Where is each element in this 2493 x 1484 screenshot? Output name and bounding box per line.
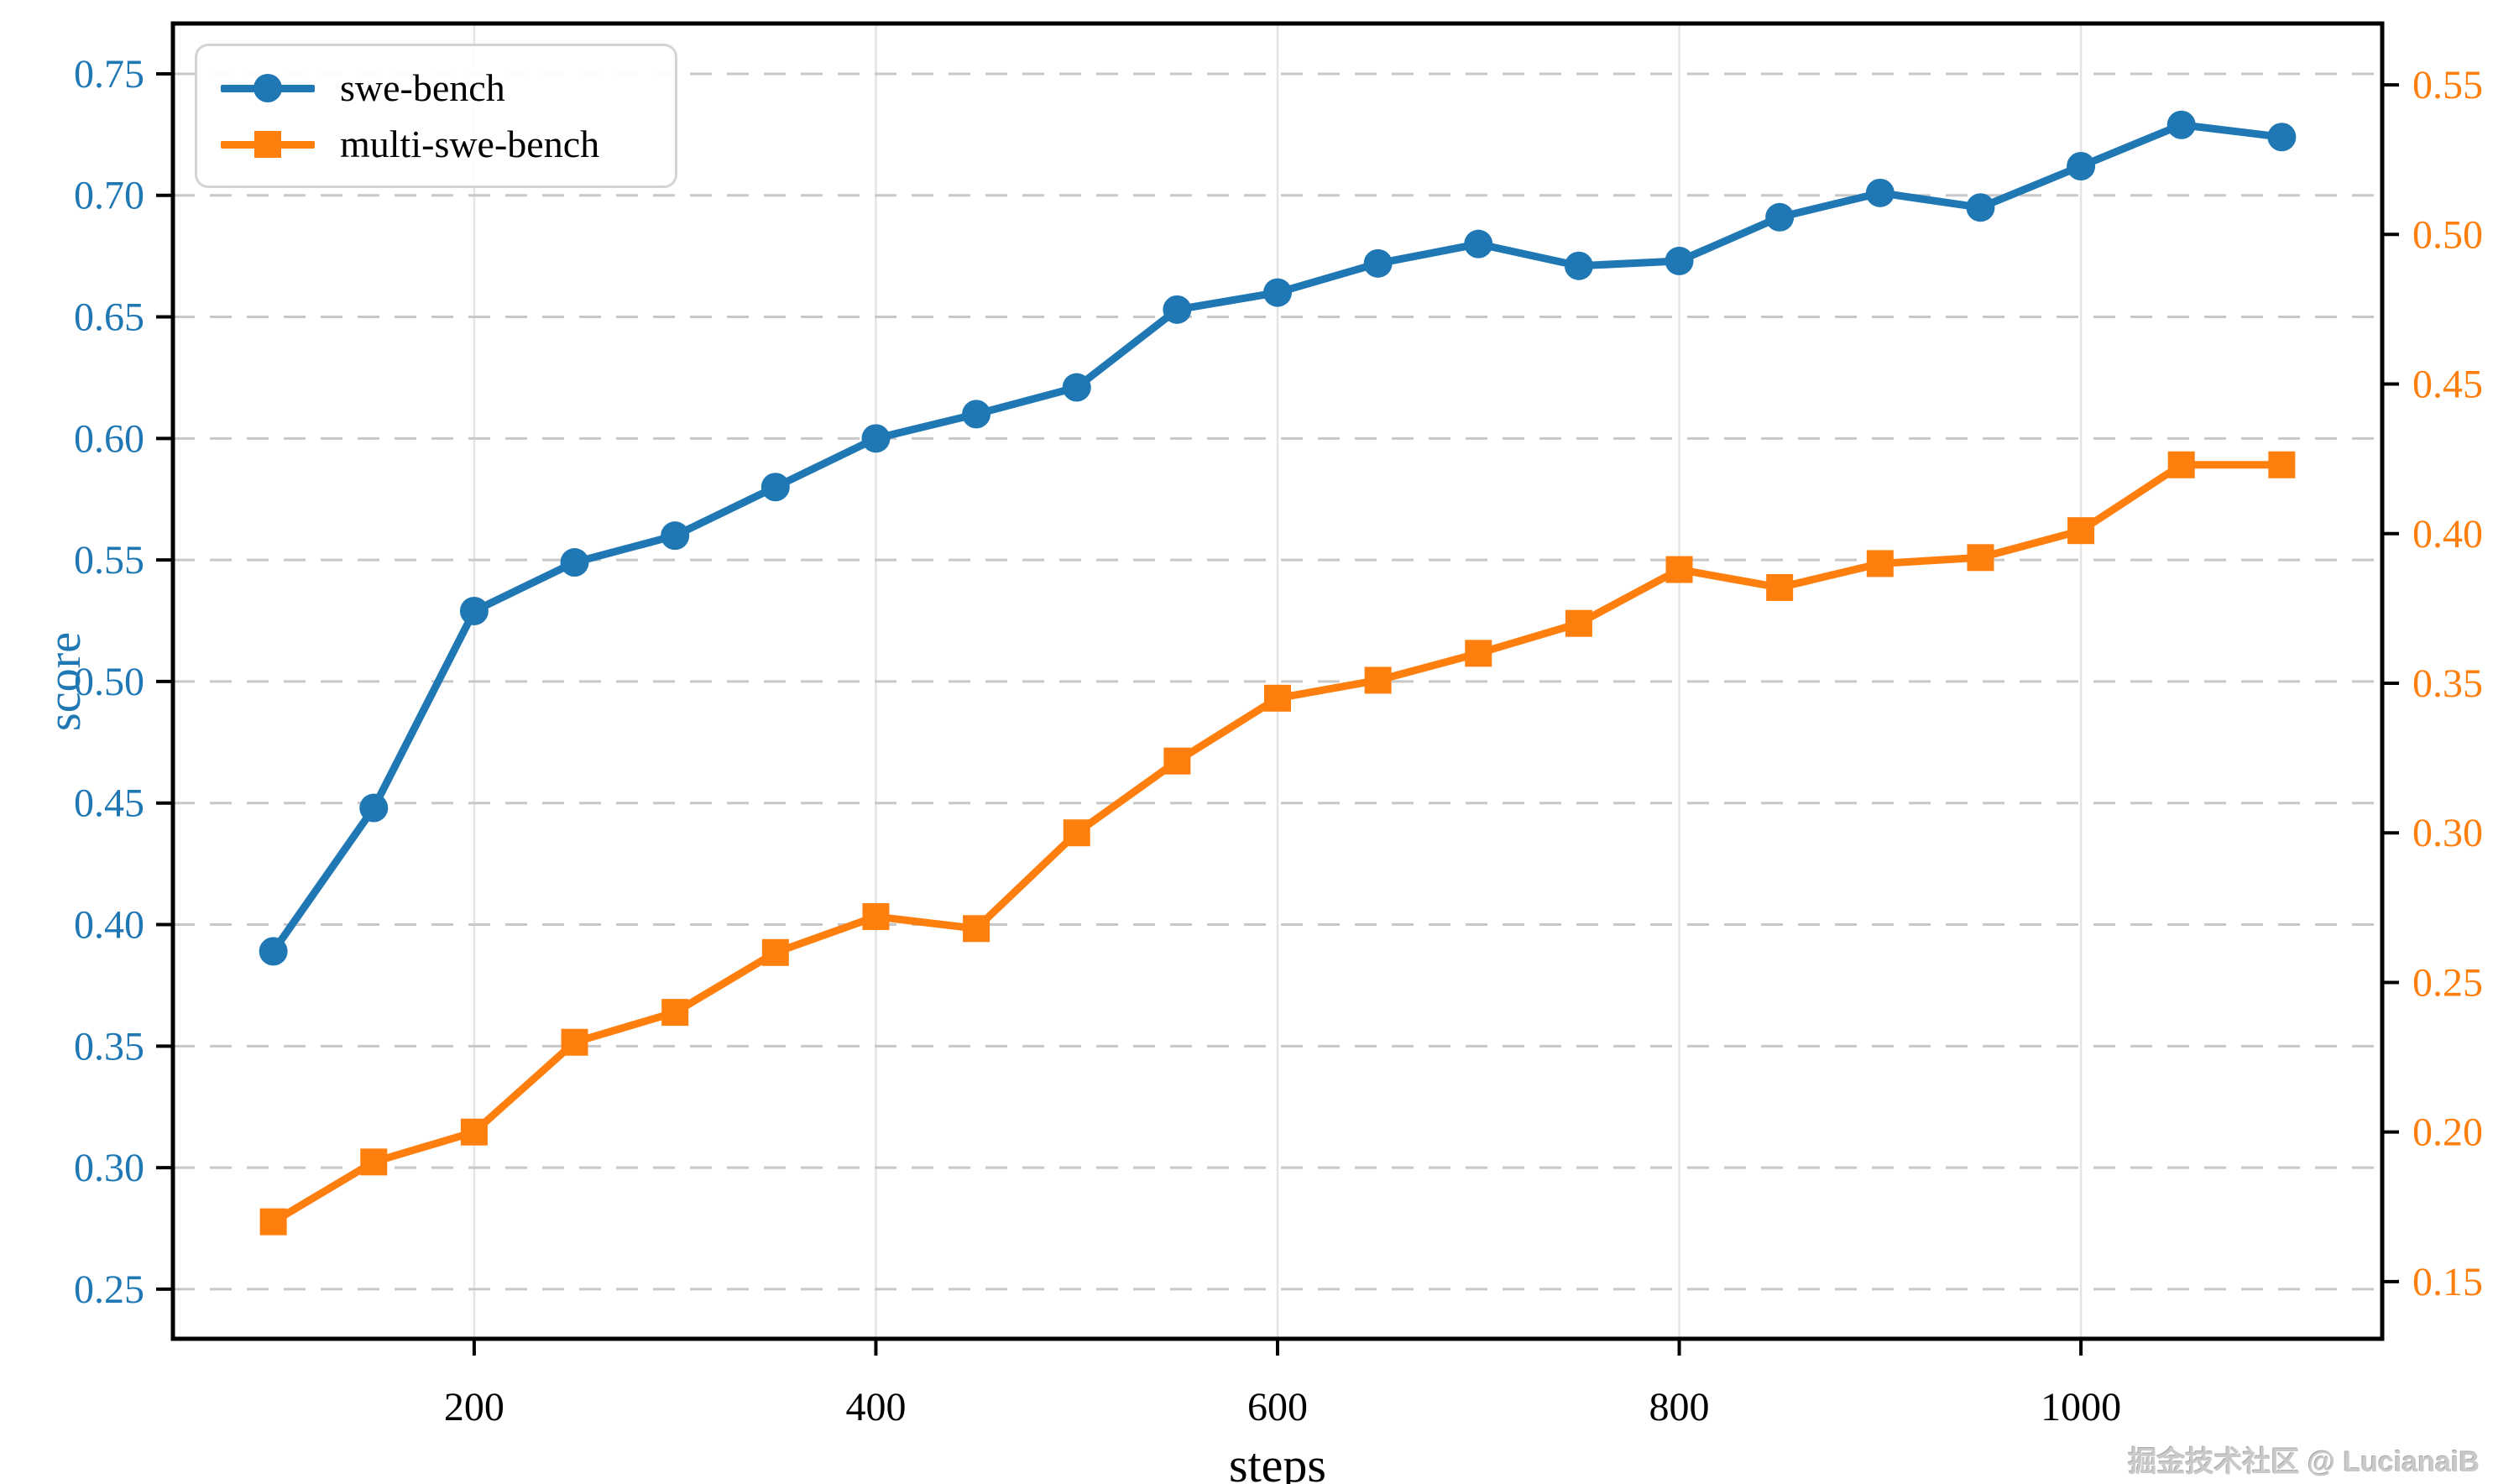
legend-label-swe-bench: swe-bench <box>340 65 505 109</box>
y-left-tick-label: 0.55 <box>74 538 144 583</box>
x-tick-label: 1000 <box>2041 1385 2121 1429</box>
series-swe-bench-marker <box>459 596 489 625</box>
series-swe-bench-marker <box>1263 278 1292 307</box>
series-swe-bench-marker <box>560 548 589 577</box>
y-right-tick-label: 0.25 <box>2412 960 2483 1005</box>
series-swe-bench-marker <box>1464 229 1493 259</box>
y-left-tick-label: 0.35 <box>74 1024 144 1069</box>
y-right-tick-label: 0.20 <box>2412 1110 2483 1155</box>
series-swe-bench-marker <box>661 521 690 551</box>
y-left-tick-label: 0.70 <box>74 174 144 218</box>
series-multi-swe-bench-marker <box>761 938 789 966</box>
series-swe-bench-marker <box>259 937 288 966</box>
series-swe-bench-marker <box>1966 193 1995 222</box>
series-swe-bench-marker <box>2267 123 2297 152</box>
x-tick-label: 600 <box>1247 1385 1308 1429</box>
y-left-tick-label: 0.25 <box>74 1267 144 1312</box>
series-swe-bench-marker <box>1062 373 1091 402</box>
series-swe-bench-marker <box>861 424 891 453</box>
series-multi-swe-bench-marker <box>561 1028 588 1056</box>
series-multi-swe-bench-marker <box>2167 451 2195 478</box>
series-multi-swe-bench-marker <box>360 1148 388 1176</box>
series-multi-swe-bench-marker <box>1766 573 1794 601</box>
series-multi-swe-bench-marker <box>259 1208 287 1236</box>
series-swe-bench-marker <box>1665 246 1694 275</box>
series-multi-swe-bench-marker <box>1967 544 1994 572</box>
x-tick-label: 400 <box>845 1385 906 1429</box>
y-right-tick-label: 0.55 <box>2412 63 2483 107</box>
series-multi-swe-bench-marker <box>1866 550 1894 577</box>
y-left-tick-label: 0.65 <box>74 295 144 340</box>
series-swe-bench-marker <box>760 473 790 502</box>
series-swe-bench-marker <box>1564 251 1593 280</box>
y-right-tick-label: 0.40 <box>2412 512 2483 556</box>
x-tick-label: 200 <box>444 1385 504 1429</box>
y-right-tick-label: 0.45 <box>2412 363 2483 407</box>
series-multi-swe-bench-marker <box>2268 451 2296 478</box>
series-multi-swe-bench-marker <box>1163 747 1191 775</box>
series-swe-bench-marker <box>1363 248 1393 278</box>
series-swe-bench-marker <box>1163 295 1192 324</box>
y-right-tick-label: 0.15 <box>2412 1260 2483 1304</box>
y-left-tick-label: 0.75 <box>74 52 144 97</box>
series-multi-swe-bench-marker <box>1063 819 1090 847</box>
series-multi-swe-bench-marker <box>1665 556 1693 583</box>
y-axis-title: score <box>39 631 91 732</box>
y-right-tick-label: 0.35 <box>2412 661 2483 706</box>
series-multi-swe-bench-marker <box>661 999 689 1027</box>
x-axis-title: steps <box>1229 1438 1326 1484</box>
y-left-tick-label: 0.30 <box>74 1146 144 1190</box>
legend-entry-multi-swe-bench: multi-swe-bench <box>221 118 651 171</box>
y-left-tick-label: 0.60 <box>74 416 144 461</box>
y-left-tick-label: 0.40 <box>74 903 144 948</box>
series-swe-bench-marker <box>962 400 991 429</box>
swe-bench-legend-marker-icon <box>221 73 315 103</box>
series-swe-bench-marker <box>1865 178 1895 207</box>
multi-swe-bench-legend-marker-icon <box>221 129 315 159</box>
legend-label-multi-swe-bench: multi-swe-bench <box>340 122 600 165</box>
y-right-tick-label: 0.30 <box>2412 811 2483 855</box>
watermark-text: 掘金技术社区 @ LucianaiB <box>2128 1446 2480 1478</box>
series-multi-swe-bench-marker <box>460 1118 488 1146</box>
legend-entry-swe-bench: swe-bench <box>221 61 651 115</box>
series-swe-bench-marker <box>359 793 389 823</box>
x-tick-label: 800 <box>1649 1385 1710 1429</box>
series-multi-swe-bench-marker <box>862 903 890 931</box>
series-multi-swe-bench-marker <box>2067 517 2095 545</box>
series-swe-bench-marker <box>2166 110 2196 139</box>
series-swe-bench-marker <box>1765 202 1795 232</box>
series-multi-swe-bench-marker <box>1264 684 1291 712</box>
series-multi-swe-bench-marker <box>1465 640 1492 667</box>
series-multi-swe-bench-marker <box>1565 609 1592 637</box>
series-multi-swe-bench-marker <box>963 915 990 943</box>
legend: swe-bench multi-swe-bench <box>195 44 677 188</box>
series-swe-bench-marker <box>2067 151 2096 180</box>
y-left-tick-label: 0.45 <box>74 781 144 826</box>
y-right-tick-label: 0.50 <box>2412 212 2483 257</box>
y-left-tick-label: 0.50 <box>74 660 144 704</box>
series-multi-swe-bench-marker <box>1364 666 1392 694</box>
